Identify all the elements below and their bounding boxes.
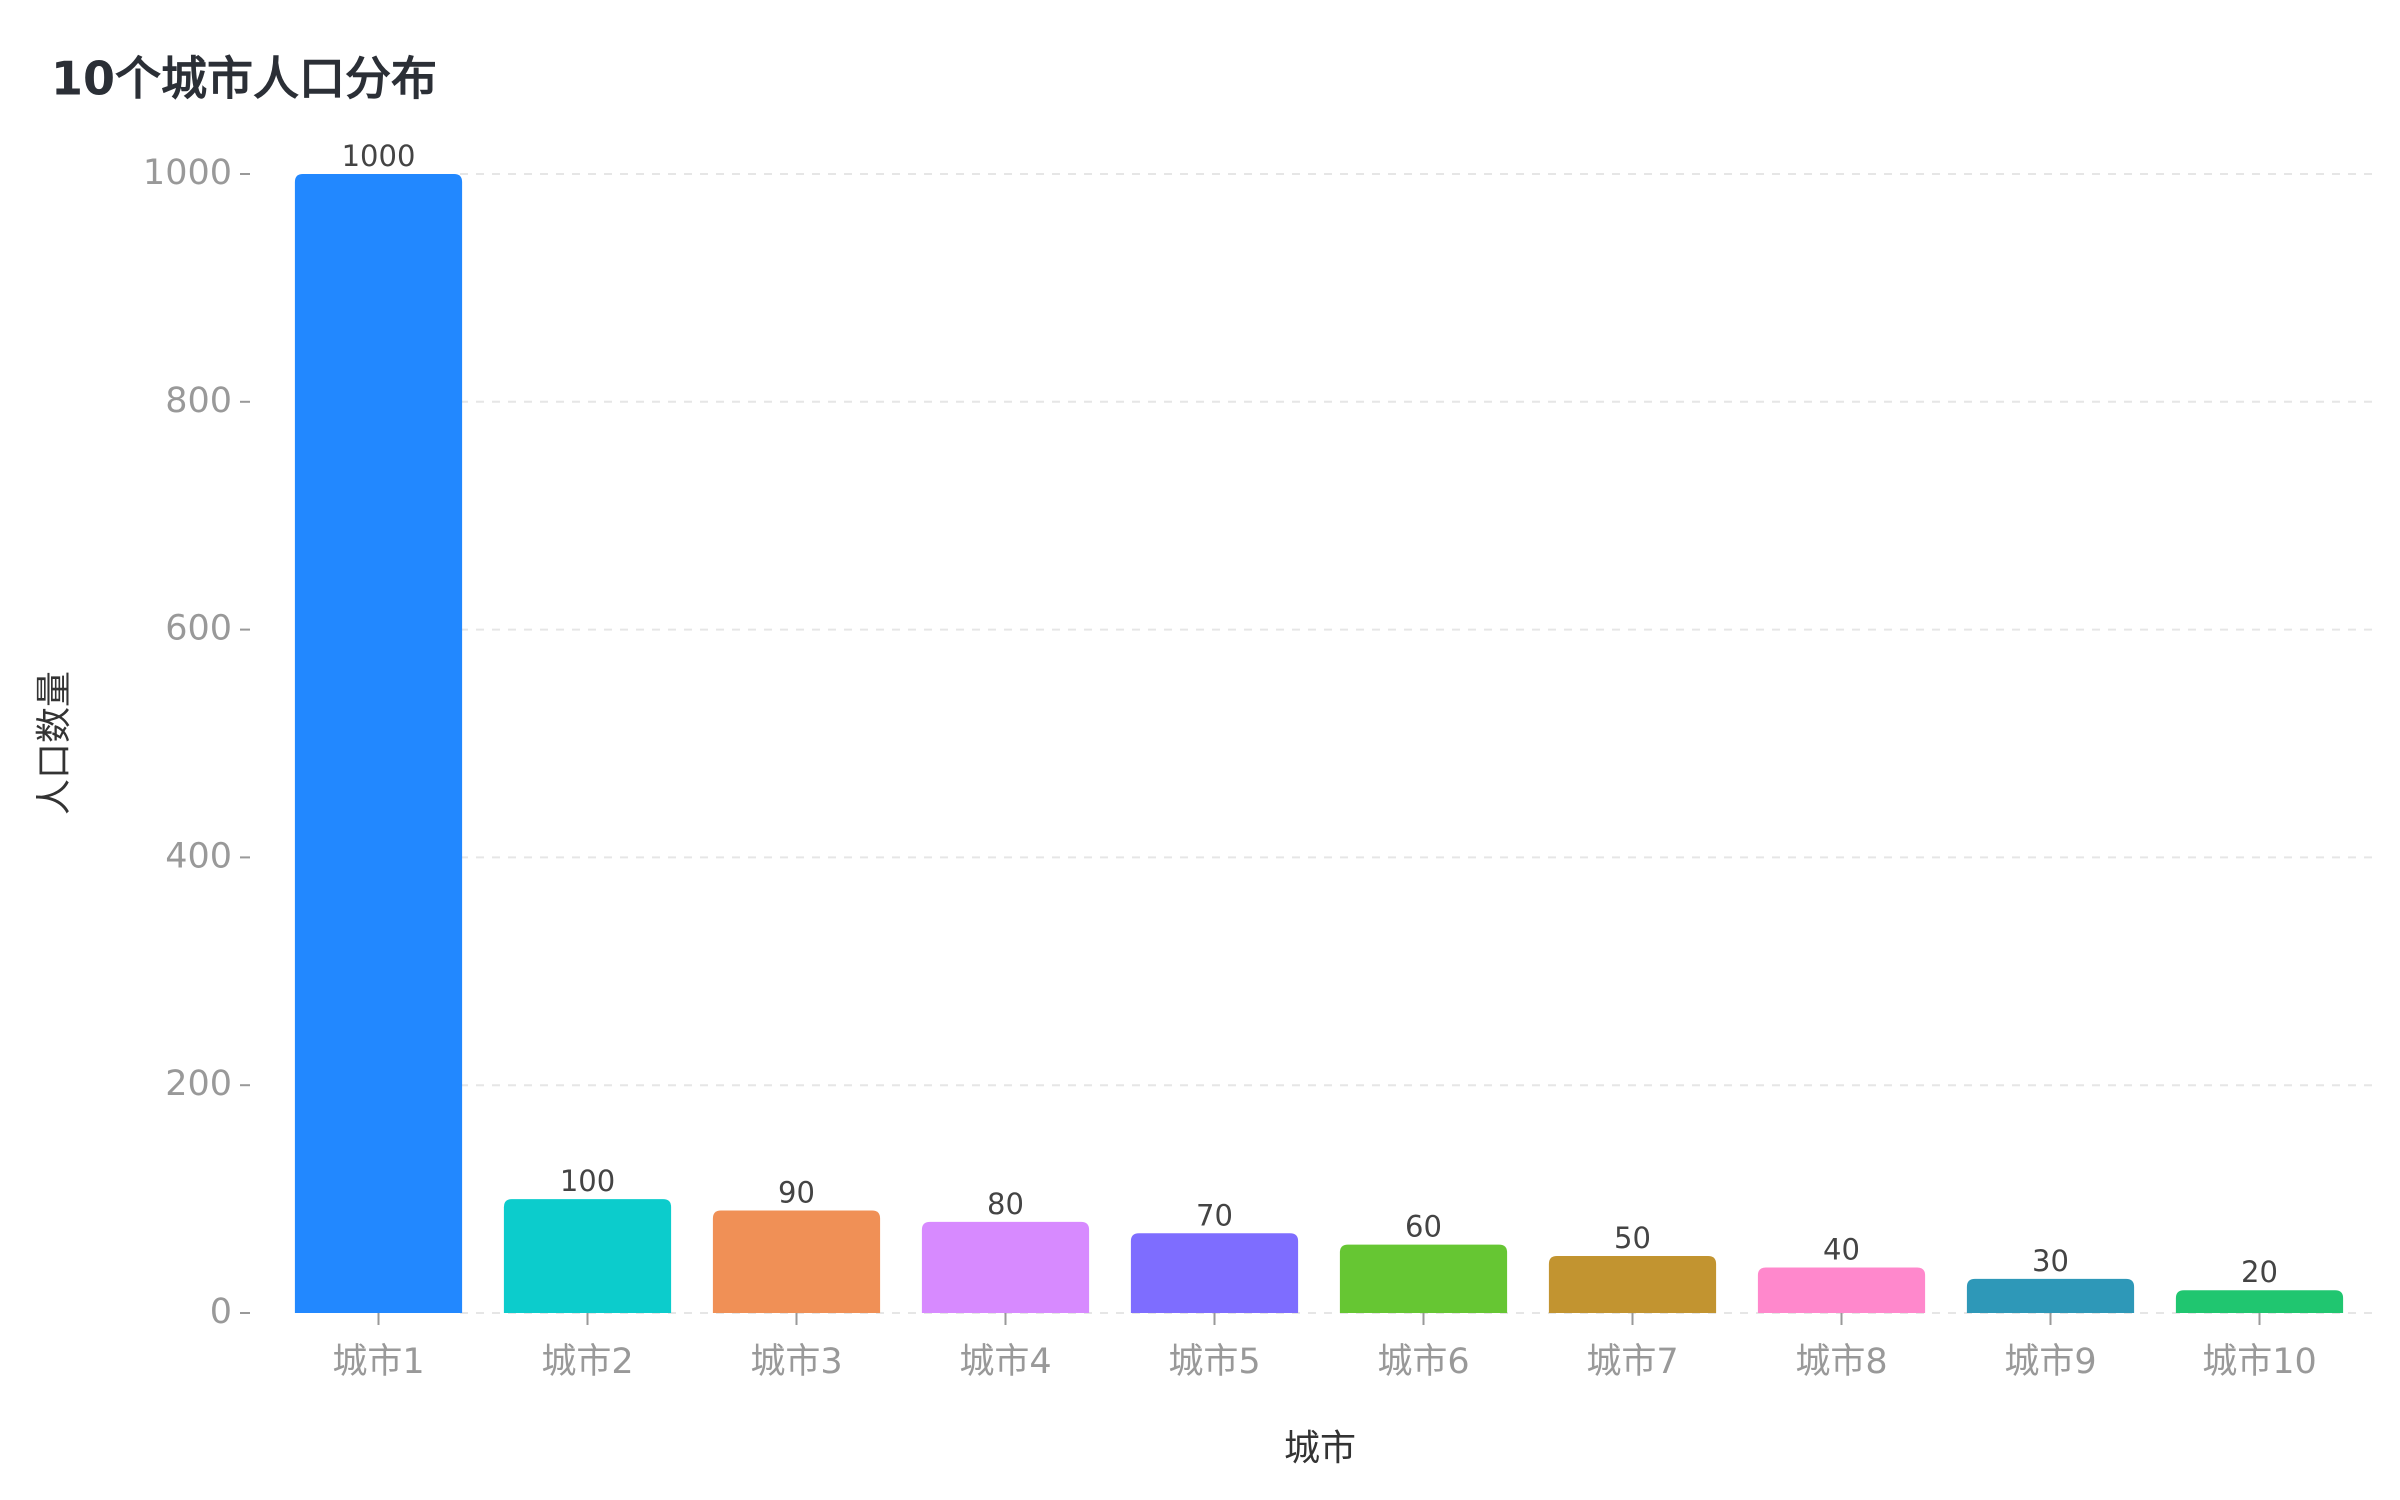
x-tick-label: 城市8 <box>1795 1342 1887 1382</box>
value-label: 100 <box>560 1164 615 1198</box>
value-label: 1000 <box>342 139 416 173</box>
y-tick-label: 600 <box>165 609 232 649</box>
x-tick-label: 城市1 <box>332 1342 424 1382</box>
bar <box>921 1221 1090 1313</box>
y-tick-label: 400 <box>165 836 232 876</box>
x-tick-label: 城市6 <box>1377 1342 1469 1382</box>
value-label: 70 <box>1196 1198 1233 1232</box>
y-tick-label: 0 <box>210 1292 232 1332</box>
y-axis-label: 人口数量 <box>34 671 75 815</box>
x-tick-label: 城市7 <box>1586 1342 1678 1382</box>
value-label: 50 <box>1614 1221 1651 1255</box>
bar <box>1966 1278 2135 1313</box>
bar <box>2175 1290 2344 1313</box>
chart-title: 10个城市人口分布 <box>51 52 437 106</box>
bar <box>1757 1267 1926 1313</box>
bar <box>1130 1233 1299 1313</box>
x-tick-label: 城市4 <box>959 1342 1051 1382</box>
bar <box>294 174 463 1313</box>
value-label: 90 <box>778 1175 815 1209</box>
bar <box>712 1210 881 1313</box>
bar <box>1339 1244 1508 1313</box>
x-tick-label: 城市9 <box>2004 1342 2096 1382</box>
y-tick-label: 200 <box>165 1064 232 1104</box>
value-label: 80 <box>987 1187 1024 1221</box>
x-tick-label: 城市5 <box>1168 1342 1260 1382</box>
x-tick-label: 城市3 <box>750 1342 842 1382</box>
value-label: 20 <box>2241 1255 2278 1289</box>
y-tick-label: 800 <box>165 381 232 421</box>
x-axis-label: 城市 <box>1284 1428 1356 1469</box>
y-tick-label: 1000 <box>143 153 232 193</box>
x-tick-label: 城市10 <box>2202 1342 2317 1382</box>
bar <box>1548 1256 1717 1313</box>
value-label: 60 <box>1405 1210 1442 1244</box>
x-tick-label: 城市2 <box>541 1342 633 1382</box>
value-label: 40 <box>1823 1232 1860 1266</box>
value-label: 30 <box>2032 1244 2069 1278</box>
bar <box>503 1199 672 1313</box>
